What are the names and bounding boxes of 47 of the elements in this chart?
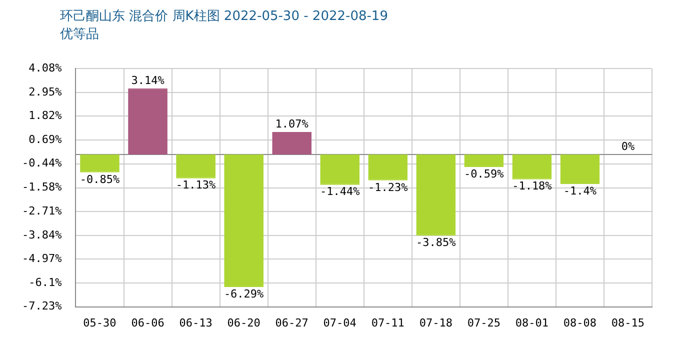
data-label: -1.44% xyxy=(320,185,360,198)
bar xyxy=(320,154,360,185)
y-tick-label: -4.97% xyxy=(22,252,62,266)
x-tick-label: 08-01 xyxy=(515,316,549,330)
data-label: -1.18% xyxy=(512,180,552,193)
data-label: -1.13% xyxy=(176,178,216,192)
x-tick-label: 08-08 xyxy=(563,316,597,330)
x-tick-label: 07-04 xyxy=(323,316,357,330)
data-label: 3.14% xyxy=(131,74,165,87)
y-tick-label: 2.95% xyxy=(28,85,62,98)
data-label: -1.4% xyxy=(563,184,597,198)
y-tick-label: -0.44% xyxy=(22,156,62,170)
bar xyxy=(272,132,312,155)
x-tick-label: 06-27 xyxy=(275,316,308,330)
bar xyxy=(224,154,264,288)
x-tick-label: 07-18 xyxy=(419,316,452,330)
y-tick-label: 4.08% xyxy=(28,61,62,74)
bar xyxy=(368,154,408,180)
y-tick-label: 0.69% xyxy=(28,132,62,146)
x-tick-label: 06-20 xyxy=(227,316,260,330)
chart-subtitle: 优等品 xyxy=(60,26,100,44)
y-tick-label: -2.71% xyxy=(22,204,62,218)
x-tick-label: 05-30 xyxy=(83,316,116,330)
y-tick-label: -7.23% xyxy=(22,300,62,313)
bar xyxy=(176,154,216,178)
data-label: -0.59% xyxy=(464,167,504,180)
x-tick-label: 07-11 xyxy=(371,316,404,330)
data-label: -1.23% xyxy=(368,180,408,194)
bar xyxy=(416,154,456,236)
bar xyxy=(128,88,168,155)
data-label: -6.29% xyxy=(224,287,264,300)
y-tick-label: 1.82% xyxy=(28,109,62,122)
x-tick-label: 06-13 xyxy=(179,316,212,330)
chart-title: 环己酮山东 混合价 周K柱图 2022-05-30 - 2022-08-19 xyxy=(60,8,389,26)
data-label: -3.85% xyxy=(416,236,456,249)
data-label: 1.07% xyxy=(275,117,309,130)
y-tick-label: -1.58% xyxy=(22,180,62,194)
bar xyxy=(512,154,552,180)
y-tick-label: -3.84% xyxy=(22,228,62,242)
x-tick-label: 06-06 xyxy=(131,316,164,330)
bar xyxy=(560,154,600,184)
x-tick-label: 07-25 xyxy=(467,316,500,330)
data-label: -0.85% xyxy=(80,172,120,186)
x-tick-label: 08-15 xyxy=(611,316,645,330)
data-label: 0% xyxy=(621,140,635,153)
y-tick-label: -6.1% xyxy=(28,276,62,289)
bar xyxy=(80,154,120,172)
